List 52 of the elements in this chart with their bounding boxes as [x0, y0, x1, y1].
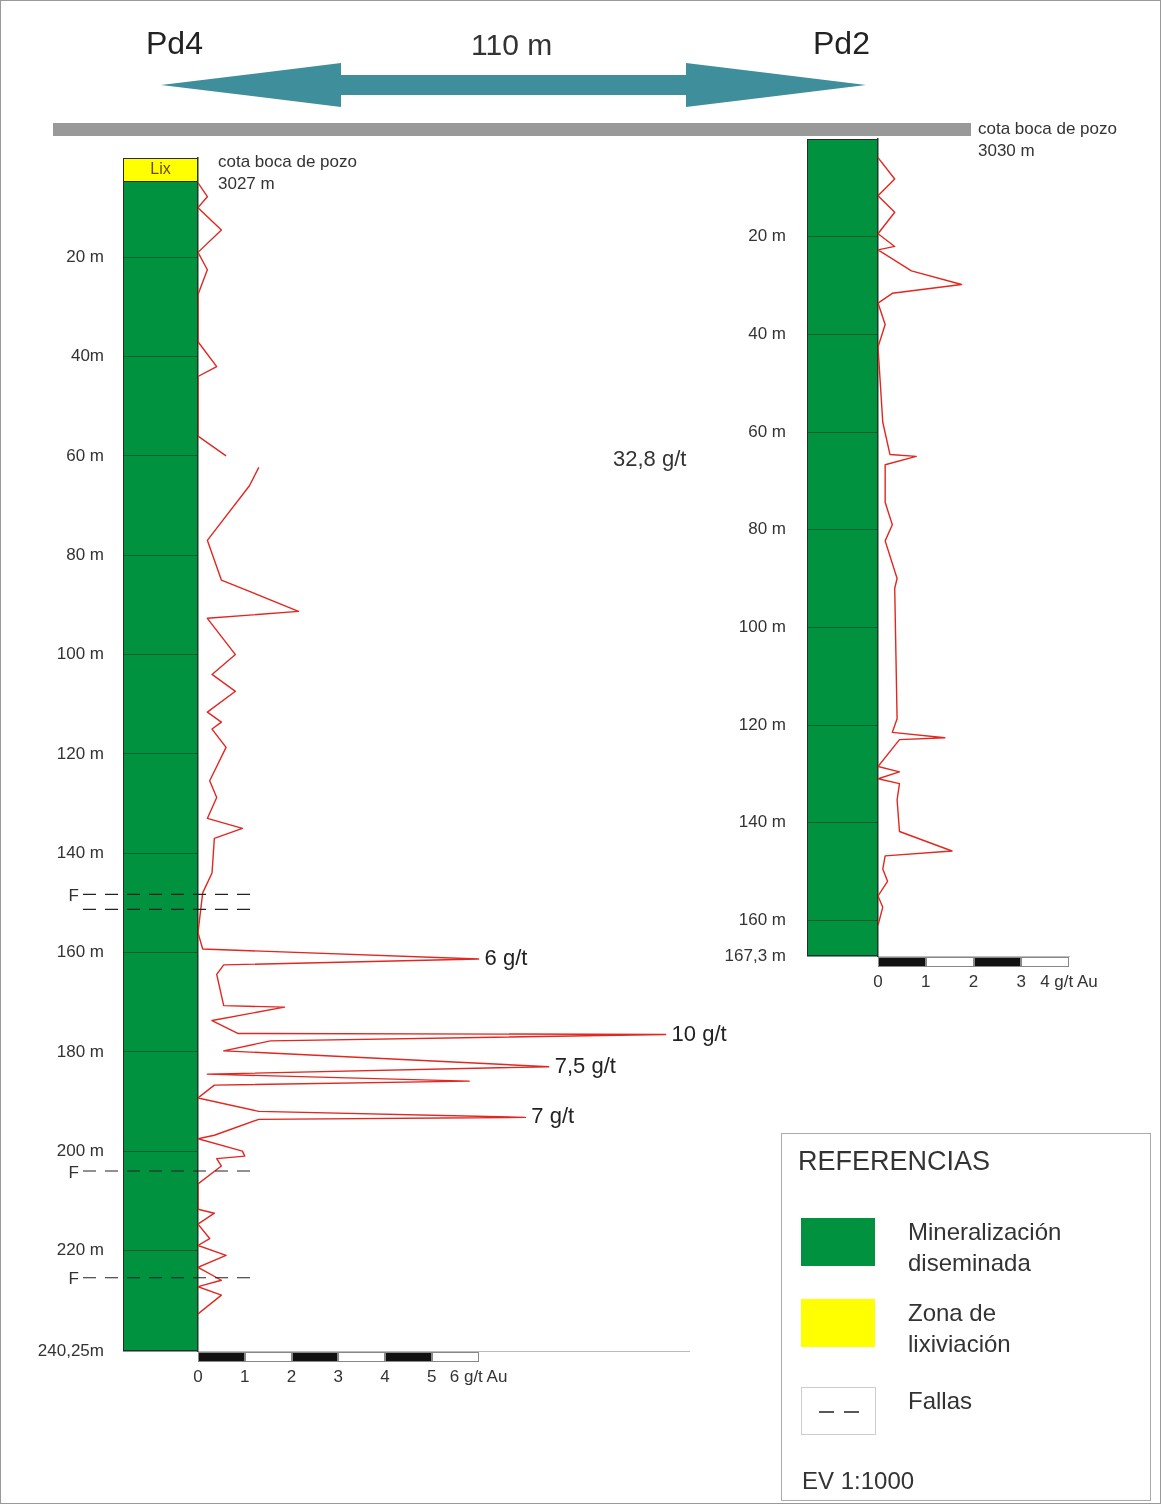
ref-line-label: F	[68, 886, 79, 906]
x-tick-label: 1	[921, 971, 931, 991]
x-tick-label: 2	[286, 1366, 297, 1386]
y-tick-label: 180 m	[56, 1041, 104, 1061]
y-tick-label: 200 m	[56, 1140, 104, 1160]
text: EV 1:1000	[802, 1467, 915, 1495]
ref-line-label: F	[68, 1269, 79, 1289]
y-tick-label: 120 m	[738, 714, 786, 734]
y-tick-label: 220 m	[56, 1240, 104, 1260]
y-tick-label: 140 m	[738, 812, 786, 832]
data-label: 10 g/t	[671, 1020, 727, 1046]
y-tick-label: 100 m	[56, 644, 104, 664]
x-tick-label: 0	[193, 1366, 203, 1386]
y-tick-label: 20 m	[748, 226, 786, 246]
y-tick-label: 240,25m	[37, 1340, 104, 1360]
y-tick-label: 160 m	[56, 942, 104, 962]
y-tick-label: 40m	[70, 346, 104, 366]
text: Fallas	[908, 1386, 974, 1416]
y-tick-label: 40 m	[748, 324, 786, 344]
y-tick-label: 140 m	[56, 842, 104, 862]
annotation: 32,8 g/t	[613, 445, 687, 473]
text: Mineralización diseminada	[908, 1217, 1063, 1279]
data-label: 7 g/t	[531, 1103, 575, 1129]
x-tick-label: 1	[240, 1366, 250, 1386]
x-tick-label: 0	[873, 971, 883, 991]
y-tick-label: 20 m	[66, 247, 104, 266]
x-tick-label: 3	[333, 1366, 344, 1386]
x-tick-label: 3	[1016, 971, 1026, 991]
ref-line-label: F	[68, 1162, 79, 1182]
annotation: cota boca de pozo 3030 m	[978, 118, 1117, 163]
chart-title: Pd2	[813, 25, 870, 62]
x-tick-label: 5	[427, 1366, 437, 1386]
y-tick-label: 167,3 m	[724, 945, 786, 965]
text: 110 m	[471, 27, 553, 63]
annotation: cota boca de pozo 3027 m	[218, 151, 357, 196]
y-tick-label: 80 m	[748, 519, 786, 539]
text: Lix	[123, 159, 198, 179]
y-tick-label: 100 m	[738, 617, 786, 637]
y-tick-label: 80 m	[66, 544, 104, 564]
x-tick-label: 2	[968, 971, 979, 991]
x-tick-label: 4	[380, 1366, 390, 1386]
x-tick-label: 6 g/t Au	[449, 1366, 508, 1386]
y-tick-label: 160 m	[738, 910, 786, 930]
text: REFERENCIAS	[798, 1146, 991, 1177]
y-tick-label: 120 m	[56, 743, 104, 763]
x-tick-label: 4 g/t Au	[1040, 971, 1098, 991]
data-label: 6 g/t	[484, 945, 528, 971]
y-tick-label: 60 m	[748, 421, 786, 441]
text: Zona de lixiviación	[908, 1298, 1012, 1360]
data-label: 7,5 g/t	[554, 1052, 616, 1078]
chart-title: Pd4	[146, 25, 203, 62]
y-tick-label: 60 m	[66, 445, 104, 465]
